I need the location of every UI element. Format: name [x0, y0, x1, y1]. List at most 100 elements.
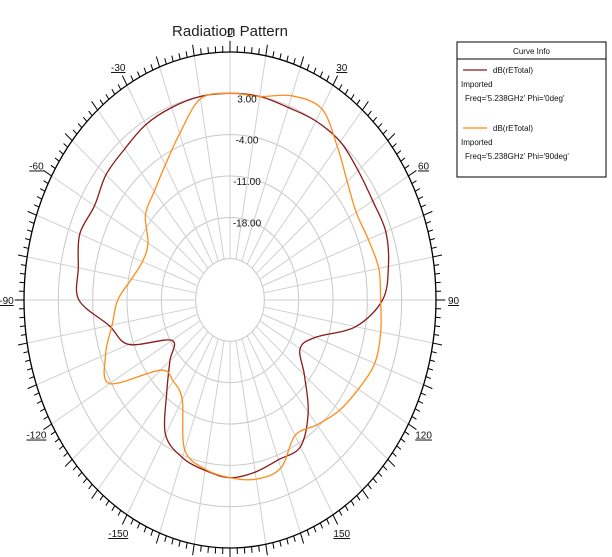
grid-spoke [126, 85, 214, 265]
minor-tick [82, 478, 88, 484]
grid-spoke [262, 214, 424, 287]
grid-spoke [71, 326, 205, 460]
minor-tick [411, 180, 417, 184]
minor-tick [400, 438, 406, 443]
minor-tick [99, 495, 104, 501]
minor-tick [429, 238, 436, 241]
minor-tick [26, 229, 33, 233]
minor-tick [382, 465, 388, 471]
chart-title: Radiation Pattern [172, 23, 288, 40]
minor-tick [350, 94, 355, 100]
minor-tick [39, 408, 46, 412]
minor-tick [130, 518, 134, 525]
major-tick [17, 342, 28, 346]
minor-tick [429, 359, 436, 362]
angle-tick-label: 90 [448, 296, 460, 307]
grid-spoke [263, 256, 433, 294]
minor-tick [111, 505, 116, 511]
major-tick [155, 56, 161, 68]
minor-tick [200, 48, 202, 55]
minor-tick [29, 220, 35, 224]
minor-tick [200, 545, 202, 552]
minor-tick [130, 75, 134, 82]
major-tick [332, 514, 339, 525]
minor-tick [258, 545, 260, 552]
grid-spoke [36, 214, 198, 287]
angle-tick-label: -30 [111, 63, 126, 74]
series-line-phi-0deg [75, 92, 390, 479]
minor-tick [143, 67, 147, 74]
legend: Curve InfodB(rETotal)ImportedFreq='5.238… [456, 41, 607, 178]
minor-tick [350, 500, 355, 506]
minor-tick [417, 196, 424, 200]
minor-tick [279, 540, 282, 547]
grid-spoke [51, 175, 201, 280]
minor-tick [111, 89, 116, 95]
minor-tick [431, 246, 437, 249]
minor-tick [72, 129, 78, 135]
major-tick [299, 532, 305, 544]
minor-tick [396, 445, 402, 450]
grid-spoke [159, 338, 219, 534]
major-tick [265, 544, 268, 556]
minor-tick [420, 392, 426, 396]
minor-tick [63, 143, 69, 148]
minor-tick [58, 445, 64, 450]
grid-spoke [259, 175, 409, 280]
grid-spoke [262, 313, 424, 386]
minor-tick [272, 51, 275, 58]
angle-tick-label: -60 [29, 161, 44, 172]
radial-tick-label: -11.00 [233, 177, 261, 188]
minor-tick [24, 359, 31, 362]
minor-tick [24, 238, 31, 241]
major-tick [387, 459, 396, 467]
minor-tick [258, 48, 260, 55]
legend-entry-params: Freq='5.238GHz' Phi='0deg' [465, 94, 565, 103]
major-tick [408, 170, 417, 177]
minor-tick [251, 47, 253, 54]
minor-tick [185, 542, 188, 549]
polar-grid [14, 40, 446, 557]
minor-tick [36, 196, 43, 200]
minor-tick [117, 510, 122, 516]
minor-tick [171, 55, 174, 62]
minor-tick [34, 392, 40, 396]
grid-ring [195, 258, 265, 342]
series-layer [75, 92, 390, 481]
major-tick [27, 210, 37, 216]
minor-tick [72, 465, 78, 471]
minor-tick [54, 157, 60, 162]
legend-entry-params: Freq='5.238GHz' Phi='90deg' [465, 152, 569, 161]
minor-tick [20, 264, 27, 266]
minor-tick [391, 452, 397, 457]
minor-tick [150, 64, 154, 71]
grid-spoke [263, 306, 433, 344]
major-tick [155, 532, 161, 544]
minor-tick [58, 150, 64, 155]
legend-entry-name: dB(rETotal) [493, 124, 533, 133]
grid-spoke [259, 320, 409, 425]
minor-tick [338, 510, 343, 516]
minor-tick [434, 325, 441, 328]
minor-tick [367, 110, 372, 116]
minor-tick [372, 478, 378, 484]
major-tick [43, 170, 52, 177]
minor-tick [356, 495, 361, 501]
radial-tick-label: -4.00 [236, 136, 259, 147]
minor-tick [39, 188, 46, 192]
minor-tick [150, 529, 154, 536]
minor-tick [77, 123, 83, 129]
minor-tick [63, 452, 69, 457]
minor-tick [164, 58, 167, 65]
minor-tick [178, 540, 181, 547]
grid-spoke [193, 55, 225, 260]
minor-tick [20, 334, 27, 336]
minor-tick [356, 99, 361, 105]
minor-tick [286, 55, 289, 62]
major-tick [192, 544, 195, 556]
minor-tick [143, 526, 147, 533]
minor-tick [36, 400, 43, 404]
grid-spoke [255, 140, 389, 274]
grid-spoke [71, 140, 205, 274]
minor-tick [427, 229, 434, 233]
